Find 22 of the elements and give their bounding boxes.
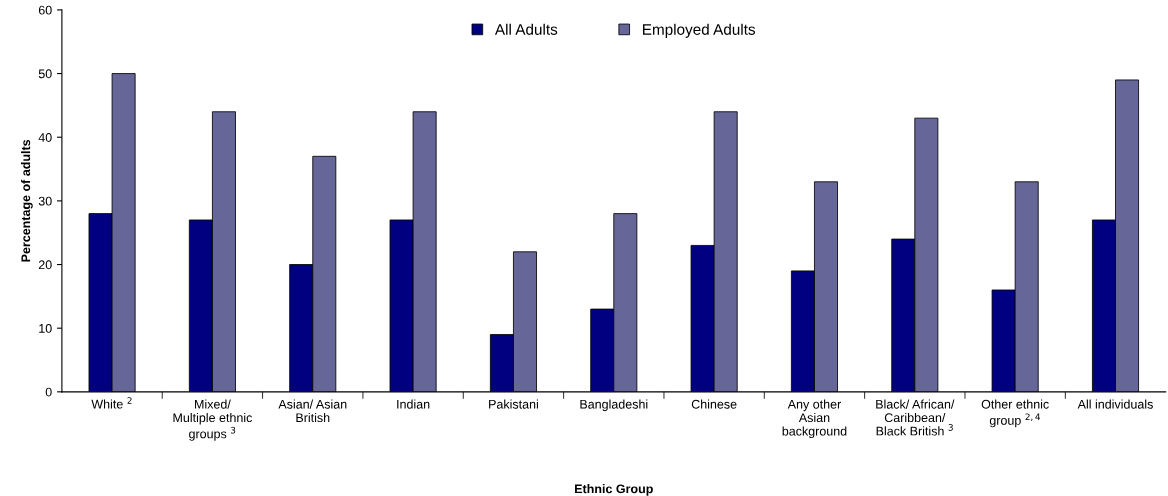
x-tick-label: Mixed/ Multiple ethnic groups $^{3}$ [173,399,253,441]
y-tick-label: 10 [39,323,52,333]
y-tick-label: 40 [38,133,52,142]
y-tick-label: 0 [45,387,52,397]
x-tick-label: Indian [397,399,430,409]
y-tick-label: 50 [38,69,52,79]
x-tick-label: Chinese [691,399,737,409]
x-tick-label: All individuals [1077,399,1153,409]
legend-label: Employed Adults [643,23,756,38]
x-tick-label: Asian/ Asian British [278,399,347,423]
x-tick-label: White $^{2}$ [91,397,132,409]
x-tick-label: Any other Asian background [782,399,847,439]
x-tick-label: Black/ African/ Caribbean/ Black British $^{3}$ [876,399,955,436]
legend-label: All Adults [494,23,558,35]
x-tick-label: Pakistani [489,399,538,409]
x-tick-label: Bangladeshi [580,399,648,412]
y-axis-title: Percentage of adults [21,139,33,262]
x-tick-label: Other ethnic group $^{2,4}$ [981,399,1049,428]
y-tick-label: 60 [38,5,52,15]
x-axis-title: Ethnic Group [575,484,653,496]
y-tick-label: 20 [38,260,52,270]
y-tick-label: 30 [38,196,52,206]
